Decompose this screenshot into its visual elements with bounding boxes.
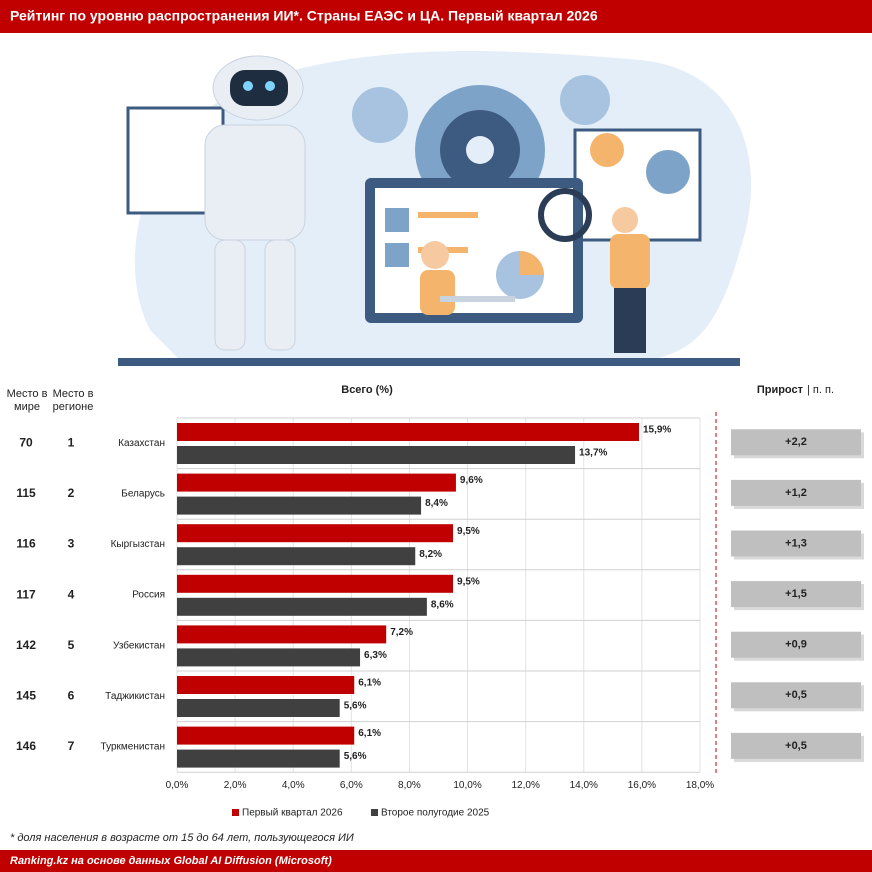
bar-value-label: 8,2% <box>419 549 442 560</box>
growth-label: +2,2 <box>785 436 807 448</box>
growth-box <box>731 581 861 608</box>
growth-box <box>731 479 861 506</box>
category-label: Туркменистан <box>101 742 165 753</box>
growth-label: +0,5 <box>785 689 807 701</box>
bar-value-label: 5,6% <box>344 751 367 762</box>
category-label: Кыргызстан <box>111 539 165 550</box>
illustration <box>118 51 752 366</box>
source-bar <box>0 850 872 872</box>
x-tick-label: 8,0% <box>398 780 421 791</box>
world-rank: 115 <box>16 486 36 500</box>
region-rank: 6 <box>68 688 75 702</box>
x-tick-label: 16,0% <box>628 780 656 791</box>
world-rank: 146 <box>16 739 36 753</box>
growth-label: +1,2 <box>785 487 807 499</box>
bar-value-label: 9,5% <box>457 526 480 537</box>
growth-box <box>731 429 861 456</box>
growth-unit: | п. п. <box>807 384 834 396</box>
bar <box>177 423 639 441</box>
growth-label: +0,9 <box>785 639 807 651</box>
x-tick-label: 18,0% <box>686 780 714 791</box>
world-rank: 116 <box>16 537 36 551</box>
growth-box <box>731 682 861 709</box>
bar-value-label: 13,7% <box>579 448 607 459</box>
title-bar <box>0 0 872 33</box>
world-rank: 145 <box>16 688 36 702</box>
region-rank: 1 <box>68 435 75 449</box>
legend-label: Первый квартал 2026 <box>242 808 343 819</box>
legend-swatch <box>371 809 378 816</box>
x-tick-label: 14,0% <box>570 780 598 791</box>
footnote: * доля населения в возрасте от 15 до 64 … <box>10 832 354 844</box>
growth-header: Прирост <box>757 384 804 396</box>
bar <box>177 625 387 644</box>
region-rank: 7 <box>68 739 75 753</box>
region-rank: 5 <box>68 638 75 652</box>
x-tick-label: 6,0% <box>340 780 363 791</box>
chart-title: Рейтинг по уровню распространения ИИ*. С… <box>10 8 598 24</box>
region-rank: 4 <box>68 587 75 601</box>
bar <box>177 547 416 566</box>
bar-value-label: 8,6% <box>431 599 454 610</box>
plot-background <box>177 418 700 773</box>
bar-value-label: 9,5% <box>457 576 480 587</box>
region-rank: 3 <box>68 537 75 551</box>
x-tick-label: 2,0% <box>224 780 247 791</box>
x-tick-label: 12,0% <box>511 780 539 791</box>
x-tick-label: 10,0% <box>453 780 481 791</box>
region-rank: 2 <box>68 486 75 500</box>
category-label: Узбекистан <box>113 639 165 651</box>
bar-value-label: 9,6% <box>460 475 483 486</box>
bar-value-label: 6,1% <box>358 728 381 739</box>
total-header: Всего (%) <box>341 384 393 396</box>
bar <box>177 676 355 694</box>
bar-value-label: 8,4% <box>425 498 448 509</box>
x-tick-label: 4,0% <box>282 780 305 791</box>
bar-value-label: 5,6% <box>344 701 367 712</box>
world-rank: 142 <box>16 638 36 652</box>
bar <box>177 699 340 717</box>
bar <box>177 446 576 464</box>
growth-box <box>731 732 861 759</box>
category-label: Беларусь <box>121 489 165 500</box>
world-rank: 117 <box>16 587 36 601</box>
x-tick-label: 0,0% <box>166 780 189 791</box>
bar <box>177 726 355 745</box>
bar <box>177 648 361 667</box>
bar-value-label: 15,9% <box>643 425 671 436</box>
category-label: Россия <box>132 590 165 601</box>
growth-label: +1,5 <box>785 588 807 600</box>
category-label: Казахстан <box>118 438 165 449</box>
bar <box>177 524 454 543</box>
legend-swatch <box>232 809 239 816</box>
bar-value-label: 7,2% <box>390 627 413 638</box>
region-rank-header: Место в регионе <box>52 388 94 413</box>
bar <box>177 749 340 768</box>
bar-value-label: 6,3% <box>364 650 387 661</box>
bar <box>177 496 422 515</box>
world-rank: 70 <box>19 435 33 449</box>
bar-value-label: 6,1% <box>358 678 381 689</box>
category-label: Таджикистан <box>105 691 165 702</box>
bar <box>177 597 427 616</box>
growth-label: +0,5 <box>785 740 807 752</box>
growth-box <box>731 631 861 658</box>
bar <box>177 574 454 593</box>
bar <box>177 473 456 492</box>
legend-label: Второе полугодие 2025 <box>381 808 490 819</box>
world-rank-header: Место в мире <box>6 388 48 413</box>
growth-box <box>731 530 861 557</box>
source: Ranking.kz на основе данных Global AI Di… <box>10 855 332 867</box>
growth-label: +1,3 <box>785 537 807 549</box>
